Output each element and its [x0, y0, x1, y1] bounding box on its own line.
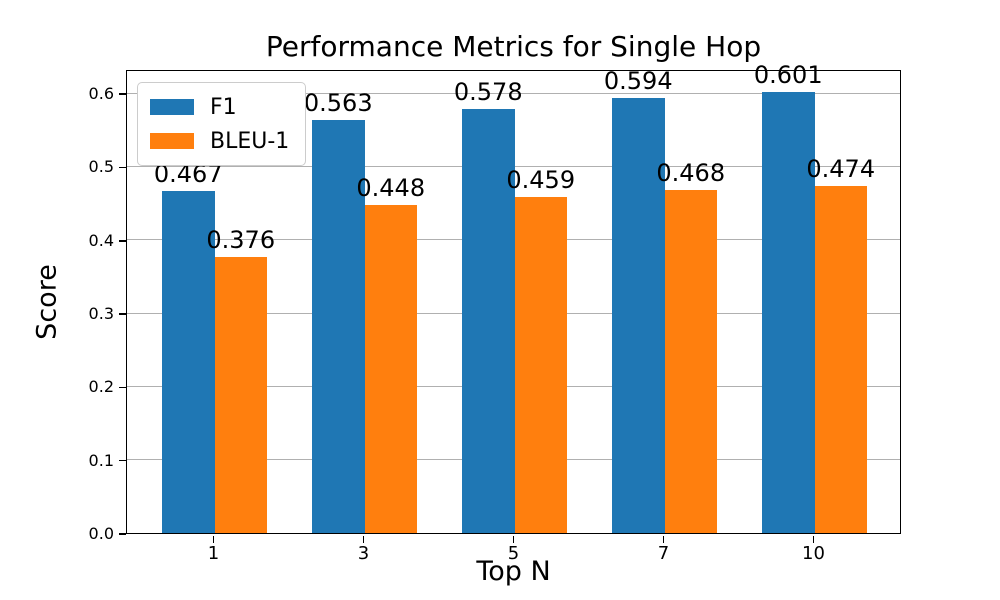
bar-f1-topn-7	[612, 97, 665, 533]
x-tick-mark	[362, 535, 365, 543]
y-tick-mark	[119, 386, 126, 389]
bar-f1-topn-3	[312, 120, 365, 533]
x-tick-mark	[662, 535, 665, 543]
x-tick-label: 1	[207, 543, 220, 564]
plot-area: F1 BLEU-1 0.467 0.376 0.563 0.448 0.578 0.459 0…	[126, 62, 901, 534]
x-tick-label: 5	[507, 543, 520, 564]
y-tick-label: 0.2	[88, 377, 114, 397]
legend-item-f1: F1	[150, 94, 289, 120]
legend-swatch-bleu-1	[150, 133, 194, 149]
legend: F1 BLEU-1	[137, 82, 307, 166]
bar-value-label: 0.448	[356, 173, 426, 202]
y-tick-mark	[119, 240, 126, 242]
bar-value-label: 0.468	[656, 158, 726, 187]
bar-value-label: 0.459	[506, 165, 576, 194]
legend-label: BLEU-1	[210, 128, 290, 154]
bar-bleu-1-topn-10	[814, 185, 867, 533]
legend-swatch-f1	[150, 99, 194, 115]
bar-bleu-1-topn-5	[514, 196, 567, 533]
y-tick-label: 0.3	[88, 304, 114, 324]
x-tick-mark	[812, 535, 815, 543]
x-axis-label: Top N	[476, 556, 551, 587]
bar-bleu-1-topn-3	[364, 204, 417, 533]
y-tick-label: 0.1	[88, 450, 114, 470]
x-tick-label: 3	[357, 543, 370, 564]
y-tick-label: 0.4	[88, 230, 114, 250]
y-tick-mark	[119, 313, 126, 315]
y-tick-mark	[119, 459, 126, 462]
bar-value-label: 0.578	[453, 78, 523, 107]
x-tick-mark	[512, 535, 515, 543]
chart-title: Performance Metrics for Single Hop	[265, 30, 762, 63]
x-tick-mark	[212, 535, 215, 543]
bar-value-label: 0.376	[206, 226, 276, 255]
bar-f1-topn-5	[462, 109, 515, 533]
bar-f1-topn-1	[162, 190, 215, 533]
bar-bleu-1-topn-7	[664, 189, 717, 533]
y-tick-label: 0.0	[88, 524, 114, 543]
bar-f1-topn-10	[762, 92, 815, 533]
y-tick-mark	[119, 166, 126, 169]
y-gridline	[127, 92, 900, 94]
x-tick-label: 7	[657, 543, 670, 564]
bar-value-label: 0.474	[806, 154, 876, 183]
bar-value-label: 0.601	[753, 61, 823, 90]
y-tick-mark	[119, 533, 126, 535]
bar-value-label: 0.563	[303, 89, 373, 118]
legend-item-bleu-1: BLEU-1	[150, 128, 289, 154]
legend-label: F1	[210, 94, 237, 120]
x-tick-label: 10	[802, 543, 825, 564]
y-tick-label: 0.5	[88, 157, 114, 177]
bar-bleu-1-topn-1	[214, 257, 267, 533]
y-axis-label: Score	[31, 264, 63, 340]
bar-value-label: 0.594	[603, 66, 673, 95]
y-tick-label: 0.6	[88, 84, 114, 104]
y-tick-mark	[119, 93, 126, 95]
